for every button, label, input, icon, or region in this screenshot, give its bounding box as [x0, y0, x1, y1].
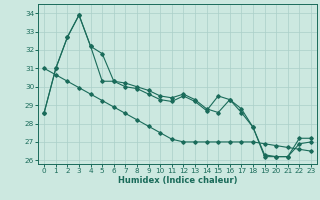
X-axis label: Humidex (Indice chaleur): Humidex (Indice chaleur)	[118, 176, 237, 185]
